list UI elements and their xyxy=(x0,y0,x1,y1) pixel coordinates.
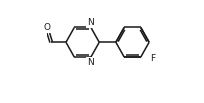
Text: N: N xyxy=(88,58,94,67)
Text: O: O xyxy=(43,23,50,32)
Text: N: N xyxy=(88,18,94,27)
Text: F: F xyxy=(151,54,156,63)
